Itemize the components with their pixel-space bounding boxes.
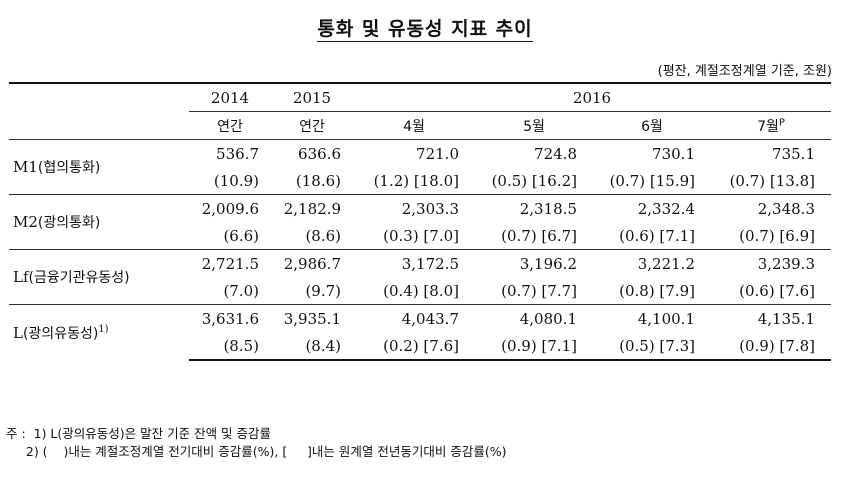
change-cell: (10.9) xyxy=(213,171,259,190)
footnote-line-2: 2) ( )내는 계절조정계열 전기대비 증감률(%), [ ]내는 원계열 전… xyxy=(6,444,507,459)
footnote-line-1: 주 : 1) L(광의유동성)은 말잔 기준 잔액 및 증감률 xyxy=(6,426,272,441)
change-cell: (8.5) xyxy=(189,332,271,361)
table-row: M2(광의통화) 2,009.6 2,182.9 2,303.3 2,318.5… xyxy=(9,194,831,250)
header-blank xyxy=(9,82,189,112)
change-cell: (1.2) [18.0] xyxy=(373,171,459,190)
unit-note: (평잔, 계절조정계열 기준, 조원) xyxy=(657,64,832,79)
value-cell: 2,348.3 xyxy=(711,194,831,222)
change-cell: (0.6) [7.6] xyxy=(739,281,815,300)
value-cell: 3,221.2 xyxy=(593,249,711,277)
value-cell: 3,172.5 xyxy=(353,249,475,277)
value-cell: 3,196.2 xyxy=(475,249,593,277)
change-cell: (7.0) xyxy=(223,281,259,300)
header-row-periods: 연간 연간 4월 5월 6월 7월P xyxy=(9,112,831,140)
value-cell: 2,303.3 xyxy=(353,194,475,222)
table-row-change: (7.0) (9.7) (0.4) [8.0] (0.7) [7.7] (0.8… xyxy=(9,277,831,305)
value-cell: 4,135.1 xyxy=(711,304,831,332)
change-cell: (0.9) [7.1] xyxy=(475,332,593,361)
table-row: M1(협의통화) 536.7 636.6 721.0 724.8 730.1 7… xyxy=(9,139,831,195)
header-month: 4월 xyxy=(403,118,425,135)
value-cell: 721.0 xyxy=(353,139,475,167)
page-title: 통화 및 유동성 지표 추이 xyxy=(317,18,533,42)
header-month: 5월 xyxy=(523,118,545,135)
stats-table: 2014 2015 2016 연간 연간 4월 5월 6월 7월P M1(협의통… xyxy=(9,82,831,361)
change-cell: (0.7) [13.8] xyxy=(729,171,815,190)
value-cell: 636.6 xyxy=(271,139,353,167)
row-label-m2: M2(광의통화) xyxy=(9,194,189,250)
table-row: L(광의유동성)1) 3,631.6 3,935.1 4,043.7 4,080… xyxy=(9,304,831,360)
change-cell: (9.7) xyxy=(305,281,341,300)
change-cell: (18.6) xyxy=(295,171,341,190)
value-cell: 3,631.6 xyxy=(189,304,271,332)
header-year-2014: 2014 xyxy=(189,82,271,112)
header-annual-2015: 연간 xyxy=(299,118,325,135)
footnote-marker: 1) xyxy=(98,323,109,335)
change-cell: (8.6) xyxy=(305,226,341,245)
row-label-m1: M1(협의통화) xyxy=(9,139,189,195)
value-cell: 735.1 xyxy=(711,139,831,167)
header-month: 6월 xyxy=(641,118,663,135)
header-month-preliminary: 7월P xyxy=(757,116,785,135)
change-cell: (0.6) [7.1] xyxy=(619,226,695,245)
value-cell: 4,080.1 xyxy=(475,304,593,332)
row-label-lf: Lf(금융기관유동성) xyxy=(9,249,189,305)
change-cell: (0.7) [7.7] xyxy=(501,281,577,300)
header-row-years: 2014 2015 2016 xyxy=(9,82,831,112)
value-cell: 2,182.9 xyxy=(271,194,353,222)
value-cell: 3,935.1 xyxy=(271,304,353,332)
change-cell: (0.3) [7.0] xyxy=(383,226,459,245)
change-cell: (6.6) xyxy=(223,226,259,245)
value-cell: 2,009.6 xyxy=(189,194,271,222)
value-cell: 4,043.7 xyxy=(353,304,475,332)
value-cell: 2,986.7 xyxy=(271,249,353,277)
table-row: Lf(금융기관유동성) 2,721.5 2,986.7 3,172.5 3,19… xyxy=(9,249,831,305)
value-cell: 3,239.3 xyxy=(711,249,831,277)
change-cell: (0.5) [7.3] xyxy=(593,332,711,361)
value-cell: 2,332.4 xyxy=(593,194,711,222)
value-cell: 724.8 xyxy=(475,139,593,167)
preliminary-mark: P xyxy=(778,116,785,128)
table-row-change: (10.9) (18.6) (1.2) [18.0] (0.5) [16.2] … xyxy=(9,167,831,195)
table-row-change: (6.6) (8.6) (0.3) [7.0] (0.7) [6.7] (0.6… xyxy=(9,222,831,250)
header-annual-2014: 연간 xyxy=(217,118,243,135)
value-cell: 536.7 xyxy=(189,139,271,167)
footnotes: 주 : 1) L(광의유동성)은 말잔 기준 잔액 및 증감률 2) ( )내는… xyxy=(6,425,507,461)
value-cell: 2,721.5 xyxy=(189,249,271,277)
change-cell: (0.7) [6.7] xyxy=(501,226,577,245)
header-year-2016: 2016 xyxy=(353,82,831,112)
table-row-change: (8.5) (8.4) (0.2) [7.6] (0.9) [7.1] (0.5… xyxy=(9,332,831,361)
value-cell: 2,318.5 xyxy=(475,194,593,222)
row-label-l: L(광의유동성)1) xyxy=(9,304,189,360)
header-year-2015: 2015 xyxy=(271,82,353,112)
value-cell: 730.1 xyxy=(593,139,711,167)
change-cell: (0.4) [8.0] xyxy=(383,281,459,300)
change-cell: (0.2) [7.6] xyxy=(353,332,475,361)
header-blank xyxy=(9,112,189,140)
change-cell: (0.8) [7.9] xyxy=(619,281,695,300)
change-cell: (0.7) [15.9] xyxy=(609,171,695,190)
change-cell: (0.5) [16.2] xyxy=(491,171,577,190)
change-cell: (0.7) [6.9] xyxy=(739,226,815,245)
change-cell: (8.4) xyxy=(271,332,353,361)
value-cell: 4,100.1 xyxy=(593,304,711,332)
change-cell: (0.9) [7.8] xyxy=(711,332,831,361)
